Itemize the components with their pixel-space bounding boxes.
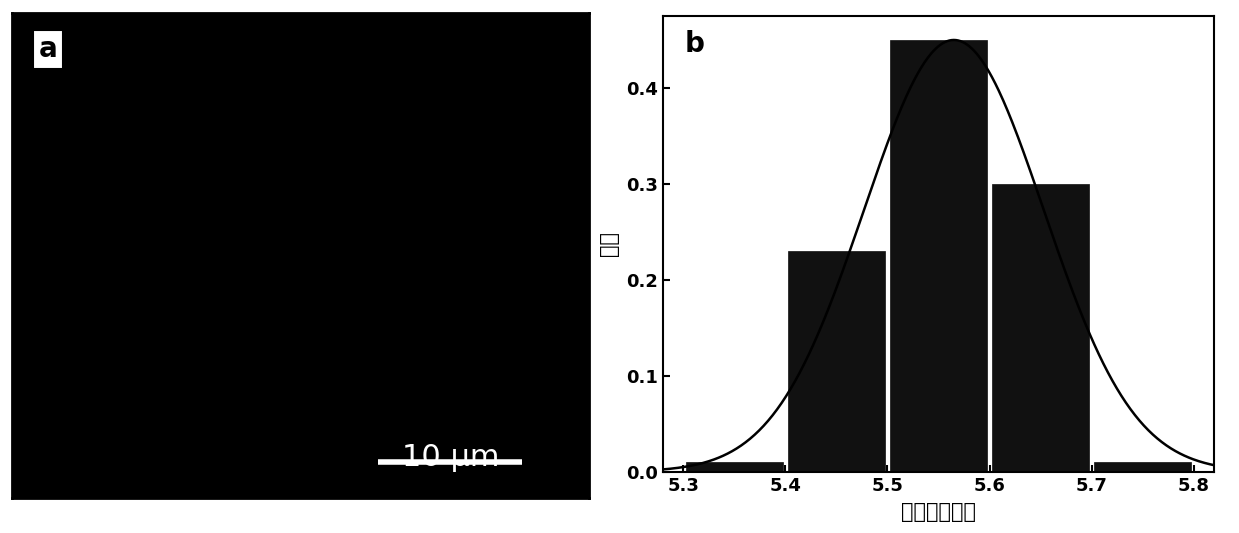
- Bar: [686, 462, 783, 472]
- Text: a: a: [38, 35, 57, 63]
- Text: 10 μm: 10 μm: [401, 442, 499, 472]
- Bar: [1094, 462, 1191, 472]
- Bar: [788, 251, 885, 472]
- X-axis label: 直径（微米）: 直径（微米）: [901, 502, 976, 521]
- Y-axis label: 几率: 几率: [600, 231, 620, 256]
- Bar: [890, 40, 987, 472]
- Bar: [992, 184, 1089, 472]
- Text: b: b: [685, 30, 705, 58]
